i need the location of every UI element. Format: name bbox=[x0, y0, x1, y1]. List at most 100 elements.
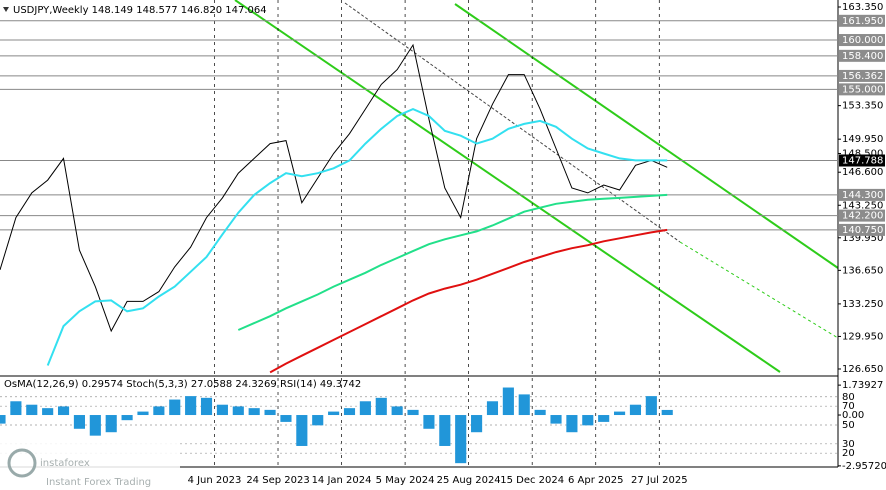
osma-bar bbox=[73, 415, 85, 429]
chart-title: USDJPY,Weekly 148.149 148.577 146.820 14… bbox=[13, 5, 267, 16]
osma-bar bbox=[200, 397, 213, 416]
y-tick-label: 129.950 bbox=[842, 331, 883, 342]
osma-bar bbox=[423, 415, 435, 429]
osma-bar bbox=[502, 387, 514, 416]
y-tick-label: 148.500 bbox=[842, 148, 883, 159]
y-tick-label: 136.650 bbox=[842, 265, 883, 276]
osma-bar bbox=[26, 404, 38, 416]
y-tick-label: 153.350 bbox=[842, 101, 883, 112]
level-box bbox=[839, 223, 885, 236]
y-tick-label: 163.350 bbox=[842, 2, 883, 13]
y2-tick-label: 20 bbox=[842, 448, 855, 459]
level-box bbox=[839, 154, 885, 167]
osma-bar bbox=[264, 409, 276, 416]
osma-bar bbox=[407, 409, 419, 416]
level-label: 161.950 bbox=[842, 16, 883, 27]
level-box bbox=[839, 83, 885, 96]
trend-channel bbox=[454, 3, 839, 269]
level-label: 158.400 bbox=[842, 51, 883, 62]
osma-bar bbox=[185, 396, 197, 416]
level-box bbox=[839, 69, 885, 82]
y-tick-label: 1.73927 bbox=[842, 380, 883, 391]
moving-average bbox=[269, 228, 668, 374]
osma-bar bbox=[518, 394, 530, 416]
osma-bar bbox=[10, 401, 22, 416]
osma-bar bbox=[328, 411, 340, 416]
y-tick-label: 146.600 bbox=[842, 167, 883, 178]
indicator-title: OsMA(12,26,9) 0.29574 Stoch(5,3,3) 27.05… bbox=[4, 379, 361, 390]
trend-channel bbox=[234, 0, 781, 373]
y-tick-label: -2.95720 bbox=[842, 461, 886, 472]
level-label: 140.750 bbox=[842, 225, 883, 236]
x-tick-label: 15 Dec 2024 bbox=[500, 475, 564, 486]
osma-bar bbox=[232, 406, 244, 416]
logo-tagline: Instant Forex Trading bbox=[46, 477, 151, 488]
level-label: 144.300 bbox=[842, 190, 883, 201]
osma-bar bbox=[343, 408, 356, 416]
y2-tick-label: 30 bbox=[842, 439, 855, 450]
trend-line bbox=[344, 2, 681, 243]
trend-projection bbox=[679, 241, 839, 339]
osma-bar bbox=[57, 406, 70, 416]
osma-bar bbox=[566, 415, 578, 433]
x-tick-label: 24 Sep 2023 bbox=[246, 475, 309, 486]
osma-bar bbox=[629, 404, 642, 416]
osma-bar bbox=[216, 404, 228, 416]
level-box bbox=[839, 49, 885, 62]
moving-average bbox=[237, 193, 668, 331]
osma-bar bbox=[391, 406, 403, 416]
osma-bar bbox=[280, 415, 292, 422]
x-tick-label: 25 Aug 2024 bbox=[437, 475, 501, 486]
osma-bar bbox=[534, 409, 546, 416]
level-box bbox=[839, 188, 885, 201]
osma-bar bbox=[582, 415, 594, 426]
y2-tick-label: 70 bbox=[842, 401, 855, 412]
osma-bar bbox=[471, 415, 483, 433]
x-tick-label: 14 Jan 2024 bbox=[312, 475, 372, 486]
osma-bar bbox=[598, 415, 610, 422]
y2-tick-label: 80 bbox=[842, 392, 855, 403]
osma-bar bbox=[359, 401, 371, 416]
osma-bar bbox=[645, 396, 657, 416]
osma-bar bbox=[137, 411, 149, 416]
osma-bar bbox=[661, 409, 673, 416]
price-line bbox=[0, 43, 668, 333]
level-box bbox=[839, 209, 885, 222]
logo-box bbox=[0, 443, 180, 490]
y2-tick-label: 50 bbox=[842, 420, 855, 431]
logo-name: instaforex bbox=[40, 458, 90, 469]
osma-bar bbox=[105, 415, 117, 433]
y-tick-label: 126.650 bbox=[842, 364, 883, 375]
osma-bar bbox=[550, 415, 562, 424]
osma-bar bbox=[375, 397, 387, 416]
level-label: 142.200 bbox=[842, 211, 883, 222]
osma-bar bbox=[439, 415, 451, 446]
x-tick-label: 4 Jun 2023 bbox=[188, 475, 242, 486]
y-tick-label: 143.250 bbox=[842, 200, 883, 211]
level-label: 160.000 bbox=[842, 35, 883, 46]
y-tick-label: 133.250 bbox=[842, 299, 883, 310]
logo: instaforex Instant Forex Trading bbox=[0, 443, 180, 490]
level-box bbox=[839, 34, 885, 47]
x-tick-label: 6 Apr 2025 bbox=[568, 475, 623, 486]
moving-average bbox=[46, 108, 668, 366]
osma-bar bbox=[121, 415, 133, 421]
level-label: 155.000 bbox=[842, 84, 883, 95]
osma-bar bbox=[455, 415, 467, 464]
osma-bar bbox=[296, 415, 308, 446]
osma-bar bbox=[614, 411, 626, 416]
osma-bar bbox=[248, 408, 260, 416]
y-tick-label: 0.00 bbox=[842, 410, 864, 421]
osma-bar bbox=[486, 401, 499, 416]
osma-bar bbox=[169, 399, 181, 416]
y-tick-label: 139.950 bbox=[842, 233, 883, 244]
y-tick-label: 149.950 bbox=[842, 134, 883, 145]
osma-bar bbox=[153, 406, 165, 416]
x-tick-label: 5 May 2024 bbox=[376, 475, 435, 486]
osma-bar bbox=[42, 408, 54, 416]
level-label: 147.788 bbox=[842, 155, 883, 166]
osma-bar bbox=[312, 415, 324, 426]
logo-icon bbox=[7, 448, 37, 478]
